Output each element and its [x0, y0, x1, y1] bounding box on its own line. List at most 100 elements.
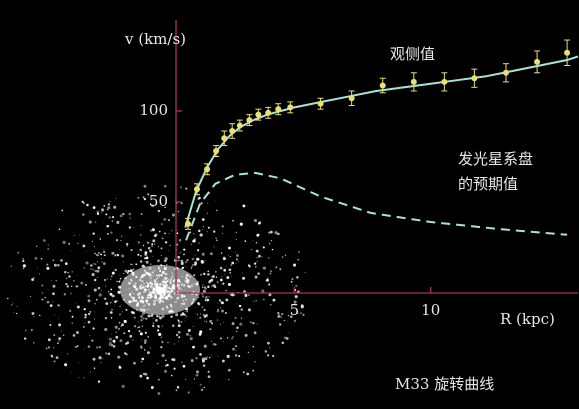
star — [83, 221, 84, 222]
star — [215, 237, 217, 239]
star — [213, 284, 216, 287]
star — [94, 318, 95, 319]
star — [267, 342, 270, 345]
star — [222, 233, 223, 234]
data-point — [221, 135, 227, 141]
star — [222, 360, 225, 363]
star — [92, 327, 94, 329]
star — [193, 274, 195, 276]
star — [118, 328, 120, 330]
star — [229, 268, 232, 271]
star — [222, 283, 224, 285]
star — [123, 332, 125, 334]
star — [84, 348, 85, 349]
star — [223, 322, 224, 323]
star — [178, 321, 180, 323]
star — [278, 315, 281, 318]
star — [115, 326, 118, 329]
star — [158, 246, 159, 247]
star — [52, 292, 55, 295]
star — [217, 302, 218, 303]
star — [202, 295, 204, 297]
data-point — [411, 79, 417, 85]
star — [116, 198, 117, 199]
star — [144, 251, 147, 254]
star — [192, 346, 195, 349]
star — [175, 313, 178, 316]
star — [146, 377, 149, 380]
star — [164, 370, 167, 373]
star — [110, 232, 112, 234]
star — [53, 334, 55, 336]
star — [300, 312, 301, 313]
star — [204, 357, 207, 360]
star — [147, 336, 149, 338]
star — [225, 312, 227, 314]
star — [65, 262, 68, 265]
star — [216, 210, 217, 211]
star — [107, 338, 108, 339]
star — [172, 324, 174, 326]
star — [149, 247, 150, 248]
star — [190, 335, 191, 336]
star — [109, 338, 112, 341]
star — [83, 377, 84, 378]
star — [294, 323, 295, 324]
star — [48, 245, 49, 246]
star — [46, 264, 48, 266]
star — [204, 309, 206, 311]
star — [89, 220, 92, 223]
star — [248, 265, 250, 267]
data-point — [246, 117, 252, 123]
star — [228, 369, 231, 372]
star — [101, 212, 102, 213]
star — [119, 274, 120, 275]
star — [140, 234, 142, 236]
star — [181, 362, 182, 363]
star — [145, 258, 146, 259]
star — [162, 237, 164, 239]
star — [291, 281, 293, 283]
star — [99, 346, 101, 348]
star — [58, 318, 59, 319]
star — [96, 299, 98, 301]
star — [133, 362, 136, 365]
star — [71, 372, 72, 373]
star — [65, 283, 67, 285]
star — [257, 272, 259, 274]
star — [25, 330, 27, 332]
star — [137, 254, 139, 256]
star — [199, 333, 202, 336]
star — [282, 342, 284, 344]
star — [101, 208, 104, 211]
star — [276, 266, 278, 268]
star — [70, 293, 72, 295]
star — [147, 314, 150, 317]
star — [203, 364, 206, 367]
star — [252, 370, 254, 372]
star — [110, 289, 112, 291]
star — [227, 337, 228, 338]
star — [54, 339, 55, 340]
star — [129, 335, 132, 338]
star — [83, 326, 85, 328]
star — [132, 264, 133, 265]
data-point — [349, 95, 355, 101]
star — [197, 249, 199, 251]
star — [171, 230, 172, 231]
star — [208, 227, 210, 229]
star — [301, 305, 304, 308]
star — [252, 240, 253, 241]
star — [121, 255, 124, 258]
star — [160, 346, 162, 348]
data-point — [564, 50, 570, 56]
star — [162, 354, 165, 357]
star — [11, 304, 12, 305]
star — [86, 251, 87, 252]
star — [167, 342, 168, 343]
data-point — [534, 59, 540, 65]
y-tick-label: 100 — [139, 101, 168, 119]
star — [101, 261, 102, 262]
star — [217, 281, 218, 282]
star — [190, 337, 193, 340]
